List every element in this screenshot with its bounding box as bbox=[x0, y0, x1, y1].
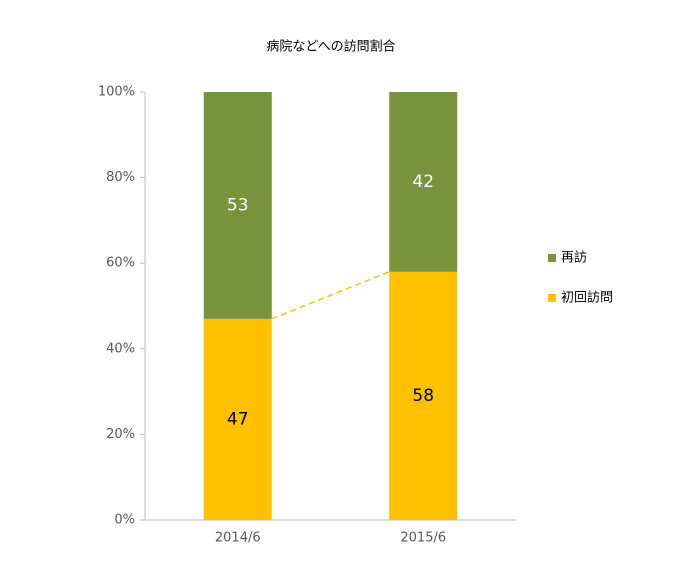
y-tick-label: 0% bbox=[114, 513, 135, 528]
legend-swatch bbox=[548, 254, 556, 262]
bar-segment bbox=[389, 271, 458, 520]
data-label: 47 bbox=[227, 409, 249, 429]
x-tick-label: 2014/6 bbox=[215, 531, 261, 546]
y-tick-label: 100% bbox=[98, 85, 135, 100]
bar-segment bbox=[203, 318, 272, 520]
bar-segment bbox=[389, 92, 458, 272]
legend-label: 初回訪問 bbox=[561, 290, 613, 306]
bar-segment bbox=[203, 92, 272, 319]
x-tick-label: 2015/6 bbox=[400, 531, 446, 546]
y-tick-label: 40% bbox=[106, 341, 135, 356]
data-label: 53 bbox=[227, 195, 249, 215]
legend-label: 再訪 bbox=[561, 250, 587, 266]
series-line bbox=[271, 271, 390, 320]
data-label: 58 bbox=[412, 386, 434, 406]
y-tick-label: 80% bbox=[106, 170, 135, 185]
data-label: 42 bbox=[412, 172, 434, 192]
y-tick-label: 20% bbox=[106, 427, 135, 442]
legend-swatch bbox=[548, 294, 556, 302]
y-tick-label: 60% bbox=[106, 256, 135, 271]
chart-title: 病院などへの訪問割合 bbox=[266, 39, 395, 55]
